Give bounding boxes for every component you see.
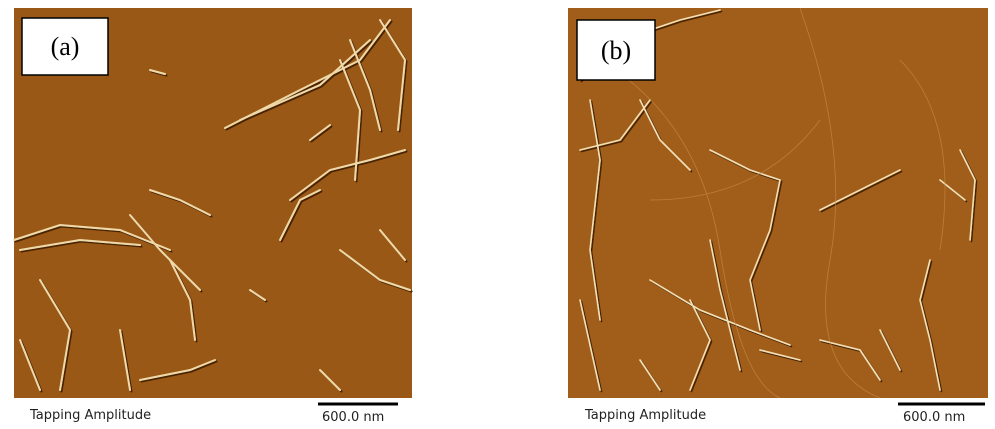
scale-bar-label: 600.0 nm <box>322 410 384 425</box>
scale-bar-label: 600.0 nm <box>903 410 965 425</box>
caption: Tapping Amplitude <box>29 408 151 423</box>
panel-b: (b) Tapping Amplitude 600.0 nm <box>568 8 988 425</box>
panel-label: (b) <box>601 36 631 65</box>
panel-a: (a) Tapping Amplitude 600.0 nm <box>14 8 412 425</box>
page: (a) Tapping Amplitude 600.0 nm <box>0 0 995 425</box>
panel-label: (a) <box>51 32 80 61</box>
figure: (a) Tapping Amplitude 600.0 nm <box>0 0 995 425</box>
caption: Tapping Amplitude <box>584 408 706 423</box>
